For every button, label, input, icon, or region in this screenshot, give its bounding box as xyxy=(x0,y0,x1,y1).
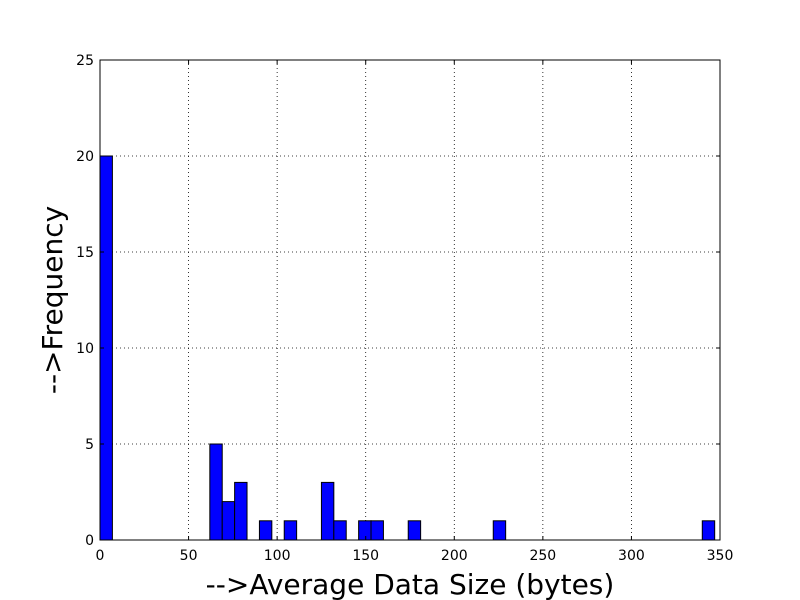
histogram-bar xyxy=(209,443,223,541)
histogram-bar xyxy=(320,481,335,541)
x-tick-label: 200 xyxy=(441,548,468,564)
x-tick-label: 50 xyxy=(180,548,198,564)
x-tick-label: 100 xyxy=(264,548,291,564)
x-tick-label: 150 xyxy=(352,548,379,564)
histogram-bar xyxy=(358,520,372,541)
x-tick-label: 250 xyxy=(529,548,556,564)
histogram-bar xyxy=(492,520,507,541)
y-tick-label: 15 xyxy=(76,245,94,261)
histogram-bar xyxy=(258,520,273,541)
grid-lines xyxy=(100,60,720,540)
y-tick-label: 0 xyxy=(85,533,94,549)
histogram-bar xyxy=(283,520,298,541)
axis-ticks xyxy=(99,59,721,541)
x-tick-labels: 0 50 100 150 200 250 300 350 xyxy=(96,548,734,564)
plot-frame xyxy=(99,59,721,541)
x-tick-label: 350 xyxy=(707,548,734,564)
histogram-bar xyxy=(333,520,347,541)
x-tick-label: 0 xyxy=(96,548,105,564)
y-axis-label: -->Frequency xyxy=(36,206,69,394)
y-tick-labels: 0 5 10 15 20 25 xyxy=(76,53,94,549)
y-tick-label: 5 xyxy=(85,437,94,453)
histogram-bar xyxy=(221,501,236,541)
y-tick-label: 10 xyxy=(76,341,94,357)
y-tick-label: 20 xyxy=(76,149,94,165)
histogram-bar xyxy=(234,481,248,541)
histogram-bar xyxy=(407,520,422,541)
histogram-bar xyxy=(701,520,716,541)
y-tick-label: 25 xyxy=(76,53,94,69)
x-tick-label: 300 xyxy=(618,548,645,564)
histogram-bar xyxy=(370,520,384,541)
x-axis-label: -->Average Data Size (bytes) xyxy=(206,568,615,600)
